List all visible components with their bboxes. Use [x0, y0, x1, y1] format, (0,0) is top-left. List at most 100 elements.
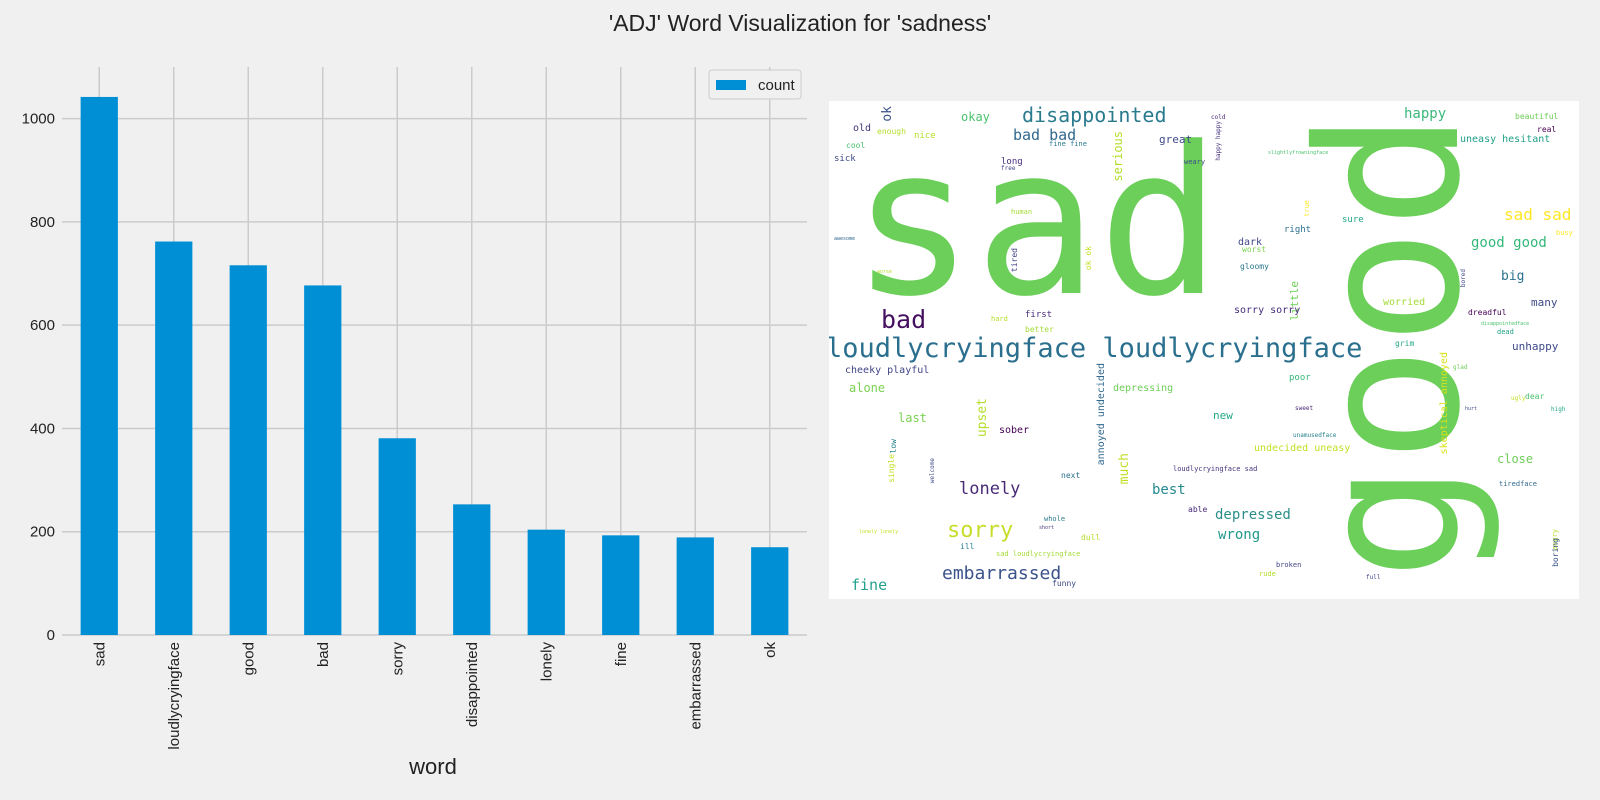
cloud-word: fine [851, 576, 888, 594]
bar-bad [304, 285, 342, 635]
cloud-word: dead [1497, 328, 1514, 336]
cloud-word: alone [849, 381, 886, 395]
cloud-word: low [889, 439, 898, 454]
cloud-word: sure [1342, 215, 1364, 225]
cloud-word: great [1159, 133, 1193, 146]
cloud-word: new [1213, 409, 1233, 422]
x-tick-label: sorry [389, 642, 406, 676]
cloud-word: uneasy hesitant [1460, 134, 1551, 145]
cloud-word: long [1001, 157, 1023, 167]
cloud-word: gloomy [1240, 262, 1269, 271]
cloud-word: human [1011, 208, 1033, 216]
legend-label: count [758, 77, 796, 94]
cloud-word: lonely [959, 479, 1021, 499]
cloud-word: last [898, 411, 927, 425]
cloud-word: grim [1395, 339, 1415, 348]
bar-embarrassed [676, 537, 714, 635]
bar-sorry [378, 438, 416, 635]
cloud-word: skeptical annoyed [1439, 352, 1450, 455]
cloud-word: good good [1471, 235, 1547, 251]
legend: count [708, 69, 802, 100]
cloud-word: free [1001, 165, 1016, 172]
cloud-word: hurt [1465, 406, 1478, 412]
cloud-word: welcome [929, 458, 936, 484]
cloud-word: sad loudlycryingface [996, 550, 1081, 558]
bar-good [229, 265, 267, 635]
y-tick-label: 600 [30, 317, 55, 334]
cloud-word: many [1531, 296, 1558, 309]
cloud-word: upset [975, 398, 990, 438]
cloud-word: embarrassed [942, 563, 1062, 584]
cloud-word: close [1497, 452, 1534, 466]
x-axis-label: word [408, 754, 457, 779]
x-tick-label: bad [315, 642, 332, 667]
cloud-word: worst [1242, 245, 1267, 254]
x-tick-label: ok [762, 642, 779, 658]
cloud-word: depressing [1113, 383, 1174, 394]
y-tick-label: 1000 [22, 111, 55, 128]
cloud-word: enough [877, 127, 906, 136]
y-tick-label: 400 [30, 420, 55, 437]
cloud-word: true [1303, 200, 1311, 217]
x-tick-label: embarrassed [687, 642, 704, 730]
x-tick-label: disappointed [464, 642, 481, 727]
bar-ok [751, 547, 789, 635]
cloud-word: real [1537, 125, 1557, 134]
bar-fine [602, 535, 640, 635]
cloud-word: sorry [947, 518, 1014, 543]
cloud-word: glad [1453, 364, 1468, 371]
cloud-word: ill [960, 542, 975, 551]
cloud-word: sad [851, 104, 1222, 342]
cloud-word: depressed [1215, 507, 1291, 523]
bar-disappointed [453, 504, 491, 635]
cloud-word: disappointed [1022, 103, 1167, 127]
cloud-word: sweet [1295, 405, 1314, 412]
cloud-word: best [1152, 482, 1186, 498]
cloud-word: weary [1184, 158, 1206, 166]
cloud-word: broken [1276, 561, 1302, 569]
cloud-word: dreadful [1468, 308, 1507, 317]
cloud-word: disappointedface [1481, 321, 1530, 327]
cloud-word: happy [1404, 106, 1447, 122]
cloud-word: tiredface [1499, 480, 1537, 488]
legend-swatch [716, 80, 746, 90]
bar-sad [80, 96, 118, 635]
figure-title: 'ADJ' Word Visualization for 'sadness' [608, 10, 992, 36]
bar-chart: 0 200 400 600 800 1000 sad loudlycryingface goo… [22, 67, 807, 779]
y-tick-label: 800 [30, 214, 55, 231]
cloud-word: bad [881, 305, 927, 334]
cloud-word: happy happy [1215, 121, 1222, 161]
cloud-word: cool [846, 141, 866, 150]
cloud-word: bored [1460, 269, 1467, 288]
cloud-word: busy [1556, 229, 1573, 237]
x-tick-labels: sad loudlycryingface good bad sorry disappoin… [91, 642, 779, 750]
x-tick-label: lonely [538, 642, 555, 682]
cloud-word: undecided uneasy [1254, 443, 1351, 454]
cloud-word: funny [1052, 579, 1077, 588]
cloud-word: boring [1551, 538, 1560, 567]
cloud-word: ok [880, 106, 895, 122]
cloud-word: rude [1259, 570, 1276, 578]
x-tick-label: sad [91, 642, 108, 666]
cloud-word: dull [1081, 533, 1101, 542]
cloud-word: right [1284, 225, 1312, 235]
y-tick-labels: 0 200 400 600 800 1000 [22, 111, 55, 644]
cloud-word: poor [1289, 373, 1311, 383]
cloud-word: worried [1383, 297, 1426, 308]
legend-box [708, 69, 802, 100]
cloud-word: big [1501, 269, 1525, 284]
cloud-word: cheeky playful [845, 365, 930, 376]
y-tick-label: 0 [47, 627, 55, 644]
cloud-word: loudlycryingface loudlycryingface [829, 333, 1363, 364]
bar-lonely [527, 529, 565, 635]
cloud-word: sad sad [1504, 205, 1572, 224]
cloud-word: beautiful [1515, 112, 1559, 121]
cloud-word: awesome [834, 236, 856, 242]
cloud-word: dear [1525, 392, 1545, 401]
cloud-word: unamusedface [1293, 432, 1337, 439]
bar-loudlycryingface [155, 241, 193, 635]
cloud-word: annoyed undecided [1096, 363, 1107, 466]
cloud-word: sorry sorry [1234, 305, 1301, 316]
y-tick-label: 200 [30, 524, 55, 541]
cloud-word: nice [914, 131, 936, 141]
